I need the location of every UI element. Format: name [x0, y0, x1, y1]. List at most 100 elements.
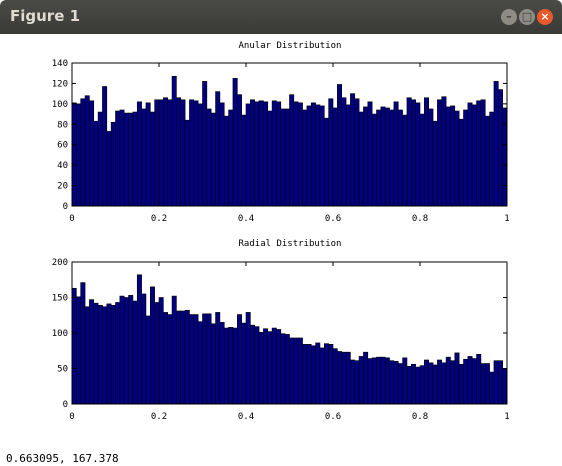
anular-bar — [484, 115, 490, 207]
anular-bar — [97, 111, 103, 207]
anular-bar — [136, 101, 142, 207]
anular-bar — [163, 97, 169, 207]
radial-bar — [389, 360, 395, 405]
radial-bar — [163, 312, 169, 405]
anular-y-tick-label: 0 — [63, 202, 68, 212]
anular-bar — [189, 99, 195, 207]
radial-distribution-chart: Radial Distribution 0 0.2 0.4 0.6 0.8 1 0 50 100… — [52, 239, 510, 422]
anular-bar — [293, 101, 299, 207]
radial-bar — [136, 274, 142, 405]
anular-bar — [241, 114, 247, 207]
radial-bar — [310, 345, 316, 405]
anular-bar — [458, 118, 464, 207]
anular-bar — [502, 107, 508, 207]
radial-bar — [350, 359, 356, 405]
radial-bar — [232, 327, 238, 405]
anular-bar — [424, 97, 430, 207]
radial-bar — [219, 322, 225, 405]
maximize-button[interactable]: □ — [519, 9, 535, 25]
radial-bar — [102, 306, 108, 405]
anular-bar — [450, 105, 456, 207]
radial-bar — [406, 366, 412, 405]
radial-bar — [445, 356, 451, 405]
anular-y-tick-label: 60 — [57, 141, 68, 151]
anular-bar — [493, 81, 499, 207]
anular-y-tick-label: 140 — [52, 59, 68, 69]
anular-bar — [323, 117, 329, 207]
title-bar[interactable]: Figure 1 – □ × — [0, 0, 562, 34]
anular-bar — [154, 99, 160, 207]
radial-bar — [132, 300, 138, 405]
anular-bar — [193, 100, 199, 207]
anular-x-tick-label: 0.4 — [238, 214, 254, 224]
anular-bar — [128, 112, 134, 207]
radial-bar — [332, 348, 338, 405]
radial-bar — [258, 331, 264, 405]
anular-bar — [215, 91, 221, 207]
anular-bar — [302, 109, 308, 207]
radial-y-tick-label: 200 — [52, 258, 68, 268]
radial-bar — [489, 371, 495, 405]
radial-y-tick-label: 0 — [63, 400, 68, 410]
radial-bar — [215, 312, 221, 405]
anular-bar — [141, 108, 147, 207]
radial-bar — [419, 365, 425, 405]
radial-bar — [76, 296, 81, 405]
anular-bar — [263, 101, 269, 207]
anular-bar — [132, 111, 138, 207]
radial-bar — [128, 295, 134, 405]
radial-bar — [337, 351, 343, 405]
close-icon: × — [540, 10, 550, 23]
anular-bar — [454, 110, 460, 207]
anular-bar — [341, 97, 347, 207]
maximize-icon: □ — [521, 10, 533, 23]
anular-bar — [476, 100, 482, 207]
anular-bar — [171, 75, 177, 207]
radial-x-tick-label: 0.8 — [412, 412, 428, 422]
radial-y-tick-label: 100 — [52, 329, 68, 339]
radial-bar — [106, 303, 112, 405]
minimize-icon: – — [506, 10, 512, 23]
anular-bar — [419, 113, 425, 207]
radial-bar — [424, 359, 430, 405]
radial-x-tick-label: 0.2 — [151, 412, 167, 422]
radial-bar — [480, 363, 486, 405]
radial-bar — [319, 347, 325, 405]
anular-bar — [115, 110, 121, 207]
radial-bar — [415, 366, 421, 405]
anular-bar — [71, 102, 77, 207]
anular-bar — [284, 108, 290, 207]
radial-bar — [197, 321, 203, 405]
anular-bar — [110, 121, 116, 207]
radial-bar — [502, 368, 508, 405]
anular-bar — [276, 101, 282, 207]
radial-x-tick-label: 0 — [69, 412, 74, 422]
anular-x-tick-label: 0.6 — [325, 214, 341, 224]
anular-bar — [258, 100, 264, 207]
anular-bar — [228, 109, 234, 207]
figure-canvas[interactable]: Anular Distribution 0 0.2 0.4 0.6 0.8 1 0 20 40 6… — [0, 34, 562, 450]
anular-chart-title: Anular Distribution — [239, 41, 342, 51]
radial-x-tick-label: 1 — [504, 412, 509, 422]
close-button[interactable]: × — [537, 9, 553, 25]
anular-bar — [310, 102, 316, 207]
anular-bar — [158, 99, 164, 207]
radial-bar — [158, 297, 164, 405]
radial-bar — [171, 295, 177, 405]
radial-bar — [267, 331, 273, 405]
minimize-button[interactable]: – — [501, 9, 517, 25]
radial-bar — [376, 356, 382, 405]
anular-x-tick-label: 0.2 — [151, 214, 167, 224]
anular-bar — [271, 100, 277, 207]
radial-bar — [397, 363, 403, 405]
anular-bar — [289, 94, 295, 207]
anular-bar — [332, 107, 338, 207]
anular-y-tick-label: 80 — [57, 120, 68, 130]
anular-bar — [337, 84, 343, 207]
anular-bar — [176, 97, 182, 207]
radial-bar — [84, 306, 90, 405]
radial-bar — [150, 286, 155, 405]
anular-bar — [319, 105, 325, 207]
radial-bar — [119, 295, 125, 405]
